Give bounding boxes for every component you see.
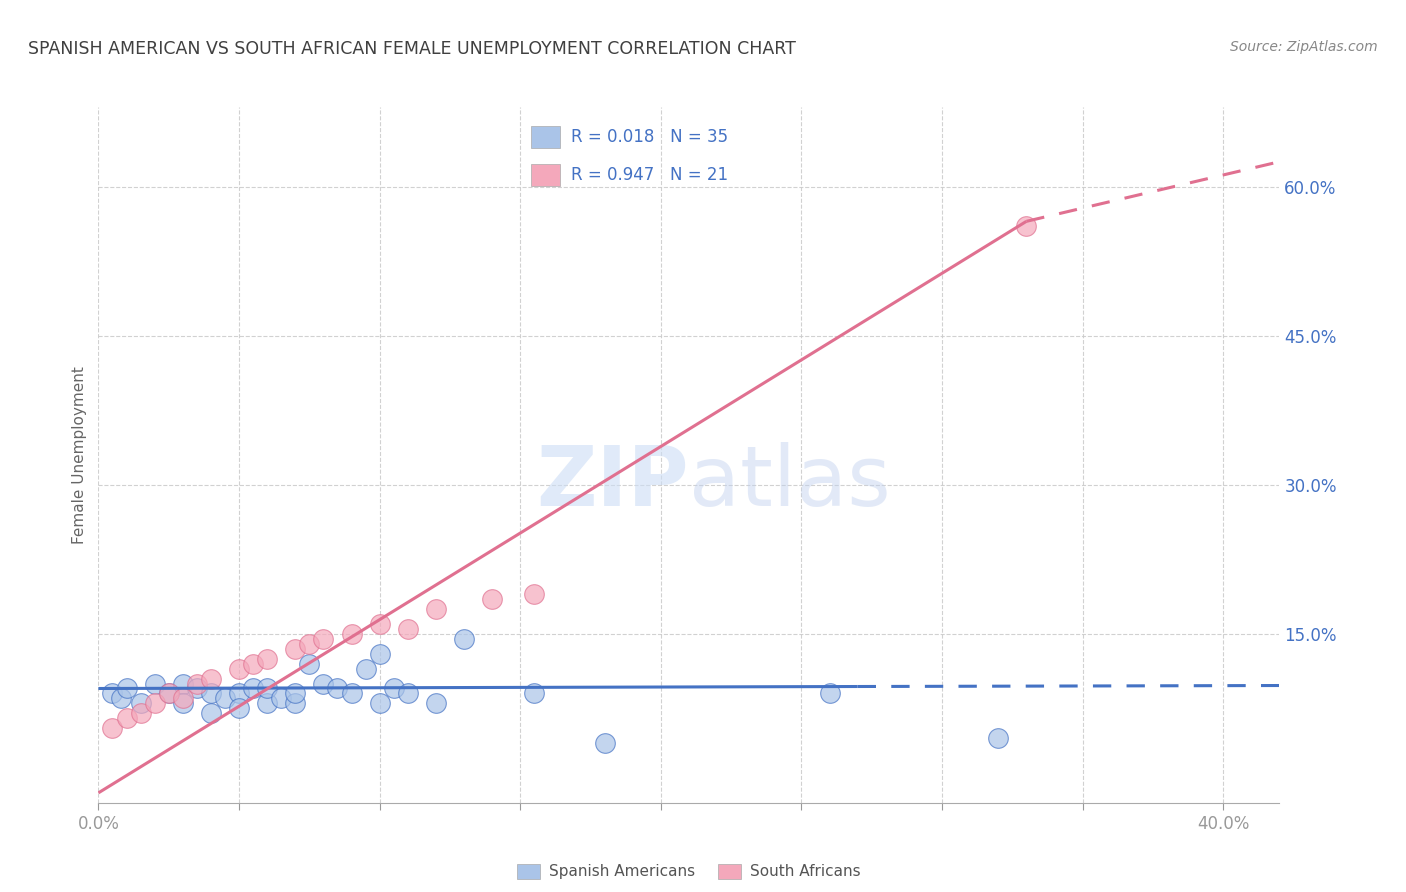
Point — [987, 731, 1010, 746]
Point — [270, 691, 292, 706]
Text: SPANISH AMERICAN VS SOUTH AFRICAN FEMALE UNEMPLOYMENT CORRELATION CHART: SPANISH AMERICAN VS SOUTH AFRICAN FEMALE… — [28, 40, 796, 58]
Point — [214, 691, 236, 706]
Point — [284, 697, 307, 711]
Text: R = 0.947   N = 21: R = 0.947 N = 21 — [571, 166, 728, 184]
Point — [172, 676, 194, 690]
Point — [326, 681, 349, 696]
Point — [256, 651, 278, 665]
Text: atlas: atlas — [689, 442, 890, 524]
Text: R = 0.018   N = 35: R = 0.018 N = 35 — [571, 128, 728, 146]
Point — [172, 691, 194, 706]
Bar — [531, 164, 560, 186]
Point — [186, 681, 208, 696]
Text: ZIP: ZIP — [537, 442, 689, 524]
Point — [818, 686, 841, 700]
Point — [129, 697, 152, 711]
Point — [129, 706, 152, 721]
Point — [242, 657, 264, 671]
Bar — [531, 127, 560, 148]
Point — [115, 681, 138, 696]
Point — [228, 686, 250, 700]
Point — [172, 697, 194, 711]
Point — [242, 681, 264, 696]
Point — [143, 697, 166, 711]
Point — [453, 632, 475, 646]
Text: Source: ZipAtlas.com: Source: ZipAtlas.com — [1230, 40, 1378, 54]
Point — [284, 641, 307, 656]
Point — [101, 686, 124, 700]
Point — [256, 697, 278, 711]
Point — [368, 697, 391, 711]
Point — [298, 637, 321, 651]
Point — [368, 647, 391, 661]
Point — [256, 681, 278, 696]
Point — [368, 616, 391, 631]
Point — [1015, 219, 1038, 234]
Point — [481, 592, 503, 607]
Point — [110, 691, 132, 706]
Point — [523, 587, 546, 601]
Point — [228, 701, 250, 715]
Point — [284, 686, 307, 700]
Point — [143, 676, 166, 690]
Point — [354, 662, 377, 676]
Legend: Spanish Americans, South Africans: Spanish Americans, South Africans — [510, 857, 868, 886]
Point — [340, 627, 363, 641]
Point — [157, 686, 180, 700]
Point — [200, 672, 222, 686]
Point — [101, 721, 124, 735]
Point — [523, 686, 546, 700]
Point — [228, 662, 250, 676]
Point — [115, 711, 138, 725]
Point — [312, 676, 335, 690]
Point — [396, 622, 419, 636]
Point — [340, 686, 363, 700]
Point — [157, 686, 180, 700]
Point — [396, 686, 419, 700]
Point — [593, 736, 616, 750]
Point — [312, 632, 335, 646]
Point — [425, 697, 447, 711]
Point — [425, 602, 447, 616]
Point — [186, 676, 208, 690]
Point — [298, 657, 321, 671]
Point — [200, 686, 222, 700]
Y-axis label: Female Unemployment: Female Unemployment — [72, 366, 87, 544]
Point — [200, 706, 222, 721]
Point — [382, 681, 405, 696]
